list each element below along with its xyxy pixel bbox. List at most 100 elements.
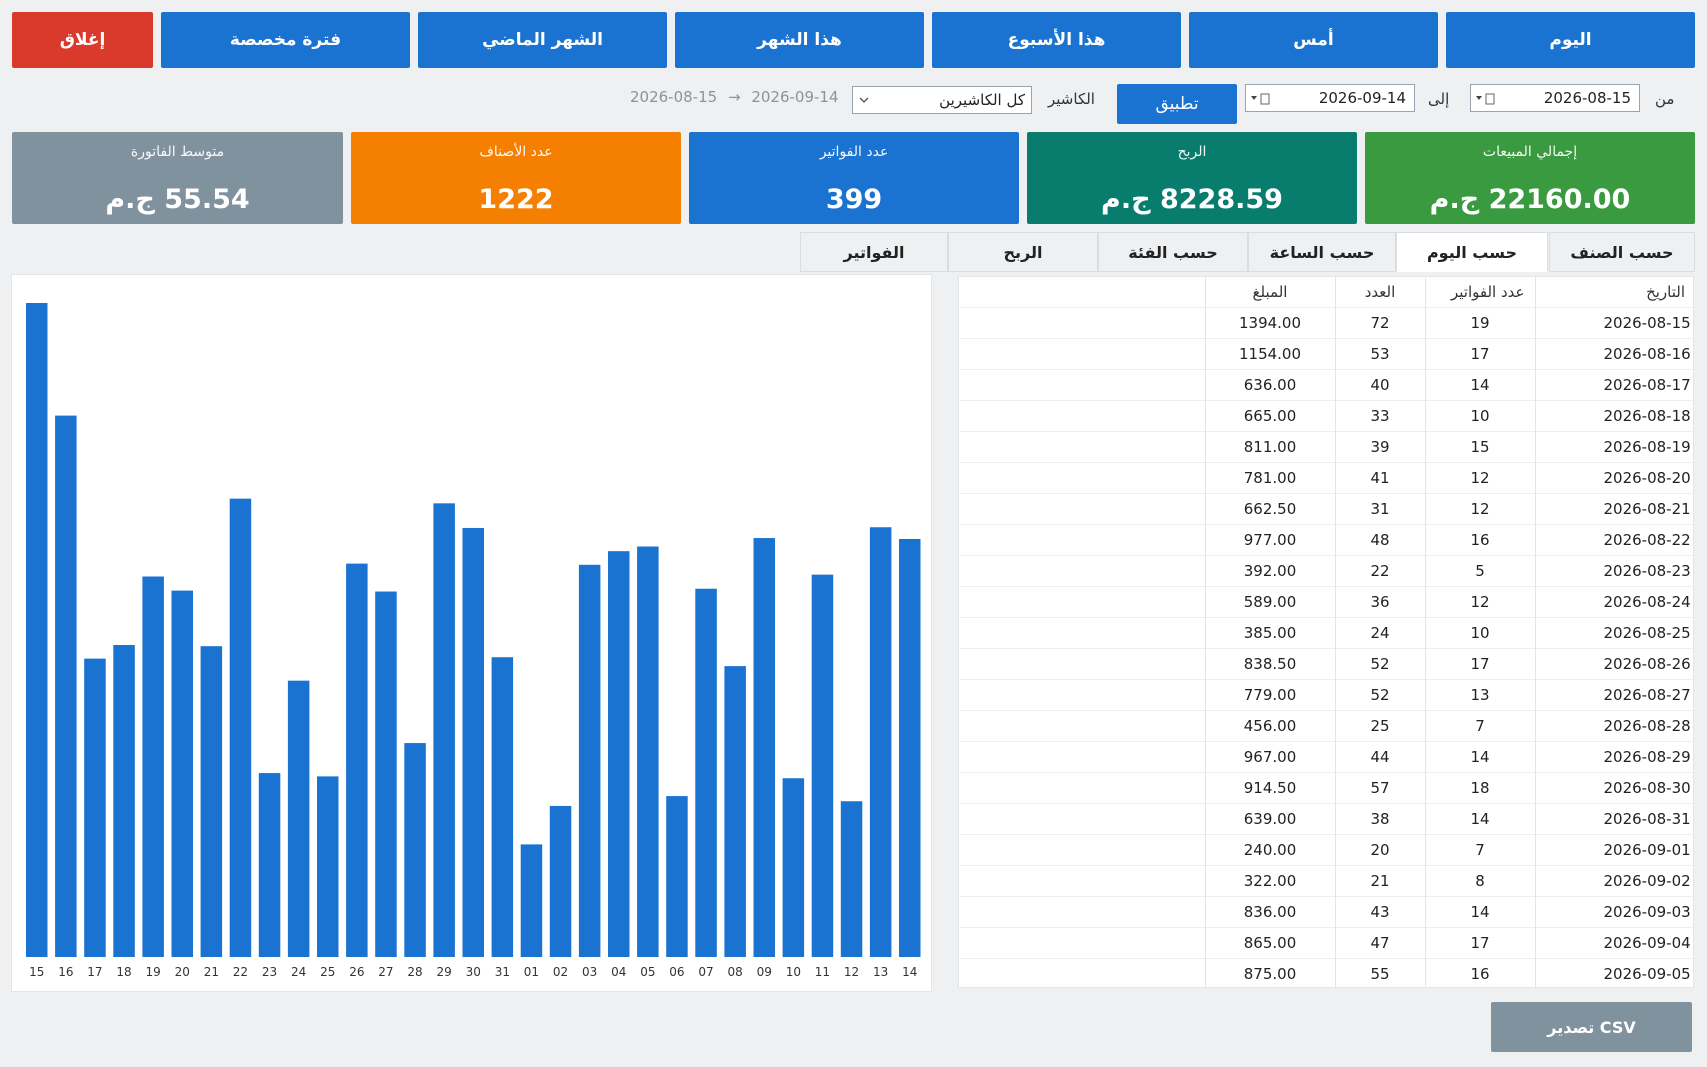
row-count: 38 <box>1334 802 1425 834</box>
amount-column-header[interactable]: المبلغ <box>1204 277 1335 307</box>
tab-by-hour[interactable]: حسب الساعة <box>1248 232 1396 272</box>
row-date: 2026-09-02 <box>1534 864 1693 896</box>
to-date-field[interactable]: 2026-09-14 <box>1245 84 1415 112</box>
table-row[interactable]: 2026-09-03 14 43 836.00 <box>959 895 1693 927</box>
from-date-value: 2026-08-15 <box>1543 89 1631 107</box>
row-date: 2026-08-28 <box>1534 709 1693 741</box>
yesterday-button[interactable]: أمس <box>1189 12 1438 68</box>
row-count: 44 <box>1334 740 1425 772</box>
chart-bar <box>346 563 368 957</box>
row-invoices: 16 <box>1424 523 1535 555</box>
row-count: 36 <box>1334 585 1425 617</box>
table-row[interactable]: 2026-08-18 10 33 665.00 <box>959 399 1693 431</box>
daily-sales-table[interactable]: التاريخ عدد الفواتير العدد المبلغ 2026-0… <box>958 276 1694 988</box>
row-empty <box>959 616 1205 648</box>
x-tick-label: 08 <box>728 965 743 979</box>
invoices-column-header[interactable]: عدد الفواتير <box>1424 277 1535 307</box>
row-invoices: 15 <box>1424 430 1535 462</box>
table-row[interactable]: 2026-08-21 12 31 662.50 <box>959 492 1693 524</box>
chart-bar <box>200 646 223 957</box>
table-row[interactable]: 2026-08-15 19 72 1394.00 <box>959 306 1693 338</box>
tab-invoices[interactable]: الفواتير <box>800 232 948 272</box>
row-date: 2026-08-15 <box>1534 306 1693 338</box>
table-row[interactable]: 2026-08-30 18 57 914.50 <box>959 771 1693 803</box>
row-count: 48 <box>1334 523 1425 555</box>
x-tick-label: 25 <box>320 965 335 979</box>
row-empty <box>959 864 1205 896</box>
x-tick-label: 29 <box>437 965 452 979</box>
count-column-header[interactable]: العدد <box>1334 277 1425 307</box>
row-count: 53 <box>1334 337 1425 369</box>
row-date: 2026-08-20 <box>1534 461 1693 493</box>
table-row[interactable]: 2026-08-22 16 48 977.00 <box>959 523 1693 555</box>
tab-by-item[interactable]: حسب الصنف <box>1549 232 1695 272</box>
table-row[interactable]: 2026-09-02 8 21 322.00 <box>959 864 1693 896</box>
row-amount: 665.00 <box>1204 399 1335 431</box>
table-row[interactable]: 2026-08-25 10 24 385.00 <box>959 616 1693 648</box>
row-date: 2026-08-31 <box>1534 802 1693 834</box>
chart-bar <box>811 574 834 957</box>
table-row[interactable]: 2026-08-26 17 52 838.50 <box>959 647 1693 679</box>
export-csv-button[interactable]: تصدير CSV <box>1491 1002 1692 1052</box>
x-tick-label: 10 <box>786 965 801 979</box>
table-row[interactable]: 2026-08-23 5 22 392.00 <box>959 554 1693 586</box>
tab-by-category[interactable]: حسب الفئة <box>1098 232 1248 272</box>
table-row[interactable]: 2026-08-19 15 39 811.00 <box>959 430 1693 462</box>
table-row[interactable]: 2026-08-28 7 25 456.00 <box>959 709 1693 741</box>
row-invoices: 13 <box>1424 678 1535 710</box>
total-sales-card: إجمالي المبيعات 22160.00 ج.م <box>1365 132 1695 224</box>
row-date: 2026-09-01 <box>1534 833 1693 865</box>
table-row[interactable]: 2026-09-04 17 47 865.00 <box>959 926 1693 958</box>
today-button[interactable]: اليوم <box>1446 12 1695 68</box>
apply-button[interactable]: تطبيق <box>1117 84 1237 124</box>
profit-value: 8228.59 ج.م <box>1101 184 1283 215</box>
table-row[interactable]: 2026-09-05 16 55 875.00 <box>959 957 1693 987</box>
empty-column-header <box>959 277 1205 307</box>
row-date: 2026-08-19 <box>1534 430 1693 462</box>
table-row[interactable]: 2026-09-01 7 20 240.00 <box>959 833 1693 865</box>
table-row[interactable]: 2026-08-20 12 41 781.00 <box>959 461 1693 493</box>
table-row[interactable]: 2026-08-17 14 40 636.00 <box>959 368 1693 400</box>
row-count: 20 <box>1334 833 1425 865</box>
table-row[interactable]: 2026-08-16 17 53 1154.00 <box>959 337 1693 369</box>
items-value: 1222 <box>478 184 554 215</box>
x-tick-label: 13 <box>873 965 888 979</box>
last-month-button[interactable]: الشهر الماضي <box>418 12 667 68</box>
chart-bar <box>55 415 77 957</box>
calendar-dropdown-icon[interactable] <box>1475 93 1497 105</box>
row-empty <box>959 492 1205 524</box>
row-empty <box>959 895 1205 927</box>
row-invoices: 19 <box>1424 306 1535 338</box>
date-column-header[interactable]: التاريخ <box>1534 277 1693 307</box>
range-start: 2026-08-15 <box>630 88 718 106</box>
custom-period-button[interactable]: فترة مخصصة <box>161 12 410 68</box>
this-month-button[interactable]: هذا الشهر <box>675 12 924 68</box>
cashier-select[interactable]: كل الكاشيرين <box>852 86 1032 114</box>
from-date-field[interactable]: 2026-08-15 <box>1470 84 1640 112</box>
row-count: 47 <box>1334 926 1425 958</box>
row-amount: 967.00 <box>1204 740 1335 772</box>
close-button[interactable]: إغلاق <box>12 12 153 68</box>
invoices-card: عدد الفواتير 399 <box>689 132 1019 224</box>
tab-profit[interactable]: الربح <box>948 232 1098 272</box>
profit-label: الربح <box>1177 144 1207 160</box>
table-row[interactable]: 2026-08-31 14 38 639.00 <box>959 802 1693 834</box>
chart-bar <box>899 538 921 957</box>
table-row[interactable]: 2026-08-29 14 44 967.00 <box>959 740 1693 772</box>
row-amount: 1394.00 <box>1204 306 1335 338</box>
row-invoices: 16 <box>1424 957 1535 987</box>
tab-by-day[interactable]: حسب اليوم <box>1396 232 1548 272</box>
table-row[interactable]: 2026-08-24 12 36 589.00 <box>959 585 1693 617</box>
row-date: 2026-09-04 <box>1534 926 1693 958</box>
x-tick-label: 12 <box>844 965 859 979</box>
row-empty <box>959 647 1205 679</box>
calendar-dropdown-icon[interactable] <box>1250 93 1272 105</box>
x-tick-label: 05 <box>640 965 655 979</box>
table-header-row: التاريخ عدد الفواتير العدد المبلغ <box>959 277 1693 307</box>
row-empty <box>959 957 1205 987</box>
row-amount: 240.00 <box>1204 833 1335 865</box>
this-week-button[interactable]: هذا الأسبوع <box>932 12 1181 68</box>
table-row[interactable]: 2026-08-27 13 52 779.00 <box>959 678 1693 710</box>
row-date: 2026-08-16 <box>1534 337 1693 369</box>
x-tick-label: 28 <box>407 965 422 979</box>
